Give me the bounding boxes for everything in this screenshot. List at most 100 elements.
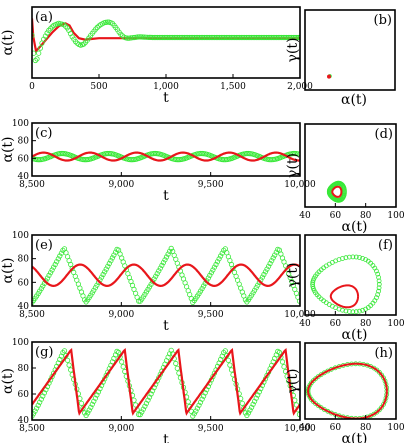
series-point-green (138, 34, 144, 40)
series-point-green (174, 365, 180, 371)
panel-label: (d) (375, 127, 393, 142)
series-point-green (191, 34, 198, 41)
x-axis-label: α(t) (341, 327, 367, 343)
y-tick-label: 40 (18, 302, 30, 312)
x-tick-label: 1,500 (220, 82, 246, 92)
series-point-green (81, 41, 87, 47)
series-point-green (35, 402, 41, 408)
series-point-green (279, 359, 286, 365)
series-point-green (139, 409, 145, 415)
series-point-green (151, 34, 157, 41)
series-point-green (227, 34, 233, 41)
x-tick-label: 9,000 (108, 180, 134, 190)
series-point-green (222, 348, 228, 354)
y-tick-label: 40 (18, 172, 30, 182)
y-axis-label: α(t) (0, 257, 16, 283)
series-point-green (263, 34, 270, 41)
x-tick-label: 80 (360, 211, 372, 221)
plot-frame (31, 341, 301, 421)
series-point-green (249, 404, 255, 410)
series-point-green (202, 390, 208, 396)
series-point-green (196, 34, 203, 41)
panel-label: (e) (35, 238, 53, 253)
series-point-green (41, 390, 48, 396)
series-point-green (134, 34, 141, 40)
series-point-green (239, 400, 245, 406)
series-point-green (186, 34, 193, 41)
series-point-green (60, 150, 66, 157)
series-point-green (227, 362, 233, 368)
series-line-red (32, 151, 300, 162)
series-point-green (136, 34, 142, 40)
plot-area (32, 347, 300, 419)
series-point-green (208, 34, 214, 41)
series-point-green (194, 405, 200, 411)
y-axis-label: γ(t) (285, 153, 301, 178)
series-point-green (100, 271, 106, 278)
series-point-green (166, 34, 172, 41)
series-point-green (171, 34, 177, 41)
series-point-green (215, 34, 221, 41)
plot-area (327, 74, 332, 79)
series-point-green (190, 34, 196, 41)
series-point-green (131, 397, 137, 403)
series-point-green (294, 34, 300, 41)
y-axis-label: γ(t) (285, 38, 301, 63)
orbit-point-green (357, 255, 362, 260)
series-point-green (252, 287, 258, 293)
y-axis-label: γ(t) (285, 369, 301, 394)
series-point-green (181, 34, 187, 41)
series-point-green (238, 34, 244, 41)
series-point-green (188, 34, 194, 41)
x-tick-label: 9,500 (198, 310, 224, 320)
y-tick-label: 60 (18, 278, 30, 288)
series-point-green (200, 34, 206, 41)
series-point-green (128, 35, 134, 41)
plot-frame (31, 234, 301, 307)
series-point-green (173, 360, 179, 367)
x-tick-label: 40 (299, 319, 311, 329)
series-point-green (91, 398, 97, 404)
panel-label: (a) (35, 10, 53, 25)
series-point-green (116, 349, 122, 355)
series-point-green (213, 34, 219, 41)
series-point-green (32, 408, 38, 414)
series-point-green (199, 396, 205, 402)
orbit-point-green (360, 255, 366, 261)
y-tick-label: 60 (18, 390, 30, 400)
series-point-green (252, 34, 258, 41)
orbit-line-red (329, 284, 360, 309)
y-tick-label: 80 (18, 137, 30, 147)
x-axis-label: t (163, 90, 169, 106)
x-tick-label: 8,500 (19, 424, 45, 434)
series-point-green (212, 34, 218, 41)
series-point-green (270, 255, 276, 261)
plot-area (32, 150, 300, 163)
x-tick-label: 500 (90, 82, 107, 92)
series-point-green (205, 34, 211, 41)
orbit-point-green (363, 257, 369, 263)
series-point-green (245, 34, 251, 41)
series-point-green (151, 276, 157, 282)
series-point-green (32, 50, 37, 56)
y-tick-label: 80 (18, 255, 30, 265)
x-tick-label: 9,500 (198, 424, 224, 434)
orbit-point-green (357, 308, 362, 314)
series-point-green (285, 34, 291, 41)
series-point-green (255, 392, 261, 398)
series-point-green (270, 34, 276, 41)
y-tick-label: 100 (12, 119, 29, 129)
series-point-green (61, 348, 68, 354)
orbit-point-green (376, 285, 382, 291)
series-point-green (61, 22, 67, 28)
orbit-point-green (375, 292, 381, 297)
series-point-green (168, 34, 174, 41)
series-point-green (295, 34, 300, 41)
series-point-green (218, 34, 224, 41)
series-point-green (228, 367, 235, 373)
orbit-point-green (343, 255, 349, 261)
series-point-green (68, 367, 74, 373)
series-point-green (143, 34, 149, 40)
plot-area (32, 18, 300, 64)
series-point-green (268, 34, 275, 41)
